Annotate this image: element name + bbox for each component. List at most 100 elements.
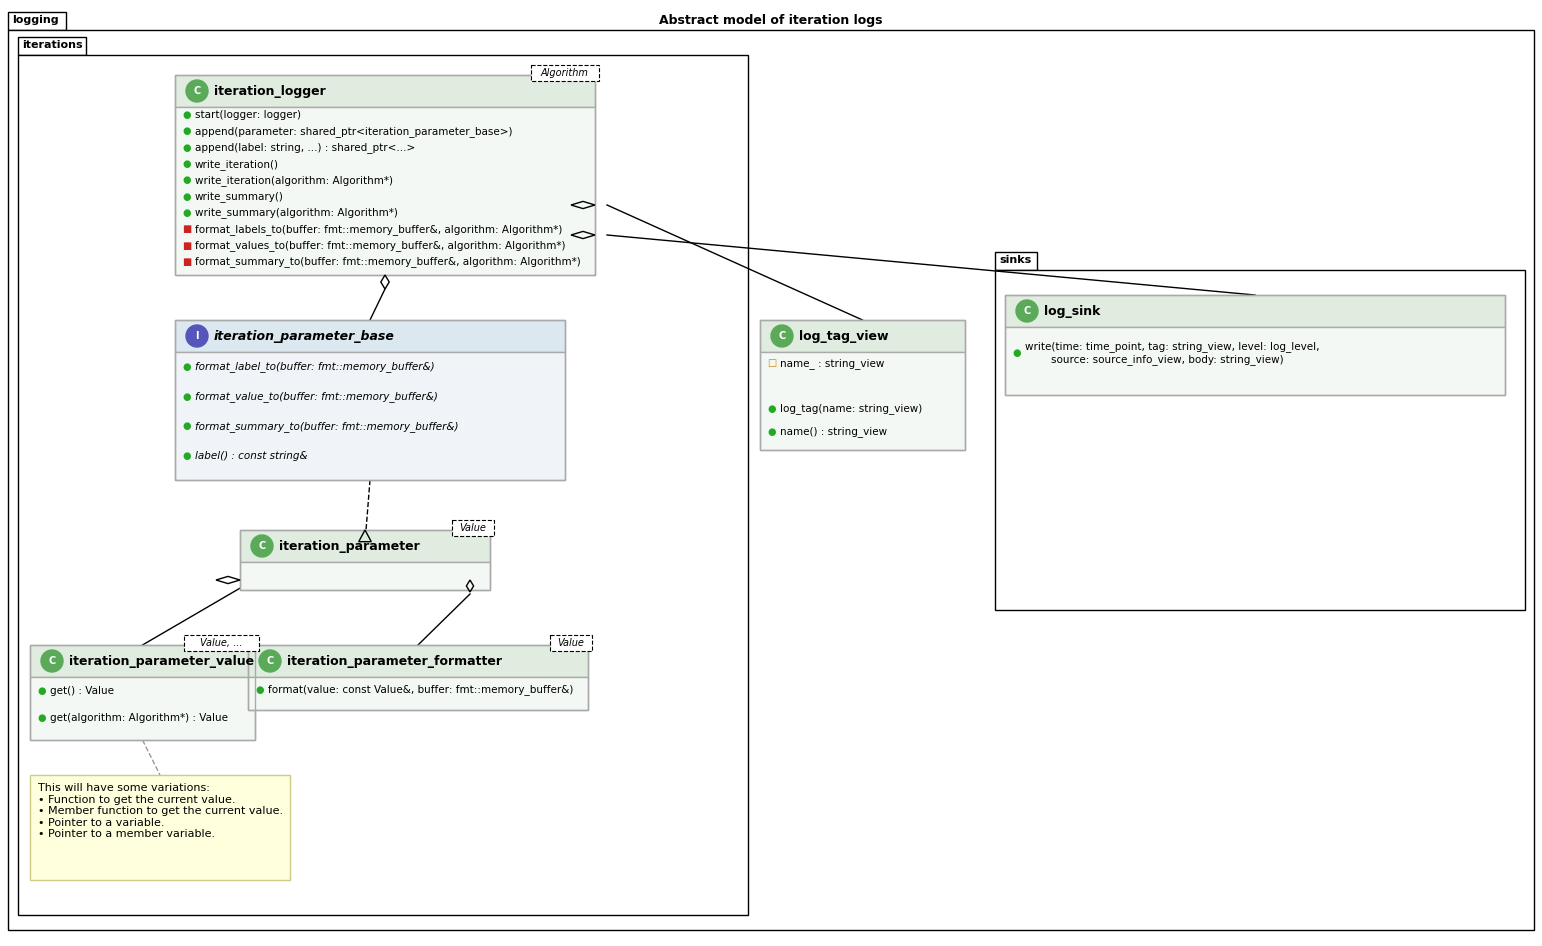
- Bar: [248, 645, 588, 677]
- Text: This will have some variations:
• Function to get the current value.
• Member fu: This will have some variations: • Functi…: [39, 783, 284, 839]
- Bar: [29, 677, 254, 740]
- Text: iteration_parameter_formatter: iteration_parameter_formatter: [287, 655, 503, 668]
- Bar: [174, 320, 564, 352]
- Bar: [174, 352, 564, 480]
- Bar: [760, 320, 965, 352]
- Text: format(value: const Value&, buffer: fmt::memory_buffer&): format(value: const Value&, buffer: fmt:…: [268, 684, 574, 695]
- Text: ●: ●: [182, 110, 191, 120]
- Bar: [452, 520, 493, 536]
- Bar: [995, 252, 1038, 270]
- Text: log_tag(name: string_view): log_tag(name: string_view): [780, 404, 922, 414]
- Circle shape: [42, 650, 63, 672]
- Text: C: C: [779, 331, 785, 341]
- Text: name() : string_view: name() : string_view: [780, 427, 887, 437]
- Text: ●: ●: [182, 175, 191, 185]
- Bar: [1005, 327, 1505, 395]
- Text: ●: ●: [182, 127, 191, 136]
- Text: ●: ●: [182, 192, 191, 201]
- Text: get() : Value: get() : Value: [49, 686, 114, 695]
- Text: C: C: [193, 86, 200, 96]
- Text: format_label_to(buffer: fmt::memory_buffer&): format_label_to(buffer: fmt::memory_buff…: [194, 361, 435, 373]
- Text: iteration_parameter: iteration_parameter: [279, 539, 419, 552]
- Text: ●: ●: [254, 685, 264, 694]
- Circle shape: [251, 535, 273, 557]
- Bar: [995, 270, 1525, 610]
- Bar: [1005, 295, 1505, 327]
- Text: logging: logging: [12, 15, 59, 25]
- Bar: [29, 645, 254, 740]
- Text: write_summary(): write_summary(): [194, 191, 284, 202]
- Text: Value: Value: [460, 523, 486, 533]
- Bar: [241, 530, 490, 590]
- Circle shape: [259, 650, 281, 672]
- Text: ●: ●: [182, 143, 191, 152]
- Text: ●: ●: [37, 713, 46, 723]
- Bar: [19, 55, 748, 915]
- Text: write(time: time_point, tag: string_view, level: log_level,
        source: sour: write(time: time_point, tag: string_view…: [1025, 342, 1320, 365]
- Text: ●: ●: [1012, 348, 1021, 359]
- Text: name_ : string_view: name_ : string_view: [780, 358, 885, 369]
- Circle shape: [187, 325, 208, 347]
- Text: ●: ●: [182, 421, 191, 431]
- Bar: [29, 645, 254, 677]
- Bar: [174, 107, 595, 275]
- Text: iteration_logger: iteration_logger: [214, 84, 325, 97]
- Bar: [174, 320, 564, 480]
- Text: I: I: [196, 331, 199, 341]
- Text: C: C: [267, 656, 273, 666]
- Bar: [8, 12, 66, 30]
- Text: ■: ■: [182, 224, 191, 235]
- Text: iteration_parameter_base: iteration_parameter_base: [214, 329, 395, 342]
- Text: start(logger: logger): start(logger: logger): [194, 110, 301, 120]
- Text: format_value_to(buffer: fmt::memory_buffer&): format_value_to(buffer: fmt::memory_buff…: [194, 392, 438, 402]
- Text: iterations: iterations: [22, 40, 83, 50]
- Text: get(algorithm: Algorithm*) : Value: get(algorithm: Algorithm*) : Value: [49, 713, 228, 723]
- Bar: [19, 37, 86, 55]
- Bar: [183, 635, 259, 651]
- Text: format_summary_to(buffer: fmt::memory_buffer&, algorithm: Algorithm*): format_summary_to(buffer: fmt::memory_bu…: [194, 256, 581, 268]
- Text: log_tag_view: log_tag_view: [799, 329, 888, 342]
- Text: ■: ■: [182, 240, 191, 251]
- Bar: [174, 75, 595, 275]
- Bar: [530, 65, 598, 81]
- Text: □: □: [766, 359, 776, 368]
- Text: ●: ●: [766, 427, 776, 437]
- Circle shape: [771, 325, 793, 347]
- Text: write_iteration(): write_iteration(): [194, 159, 279, 169]
- Bar: [174, 75, 595, 107]
- Text: ●: ●: [182, 362, 191, 372]
- Text: C: C: [259, 541, 265, 551]
- Text: ●: ●: [182, 451, 191, 462]
- Bar: [29, 775, 290, 880]
- Text: ●: ●: [182, 159, 191, 169]
- Text: ●: ●: [37, 686, 46, 695]
- Bar: [241, 562, 490, 590]
- Text: C: C: [1024, 306, 1030, 316]
- Text: write_summary(algorithm: Algorithm*): write_summary(algorithm: Algorithm*): [194, 207, 398, 219]
- Circle shape: [1016, 300, 1038, 322]
- Text: ■: ■: [182, 257, 191, 267]
- Text: sinks: sinks: [999, 255, 1032, 265]
- Text: Algorithm: Algorithm: [541, 68, 589, 78]
- Text: label() : const string&: label() : const string&: [194, 451, 307, 462]
- Bar: [549, 635, 592, 651]
- Text: append(label: string, ...) : shared_ptr<...>: append(label: string, ...) : shared_ptr<…: [194, 142, 415, 153]
- Text: write_iteration(algorithm: Algorithm*): write_iteration(algorithm: Algorithm*): [194, 175, 393, 185]
- Text: C: C: [48, 656, 56, 666]
- Text: log_sink: log_sink: [1044, 305, 1101, 318]
- Text: Abstract model of iteration logs: Abstract model of iteration logs: [660, 14, 882, 27]
- Bar: [760, 320, 965, 450]
- Text: append(parameter: shared_ptr<iteration_parameter_base>): append(parameter: shared_ptr<iteration_p…: [194, 126, 512, 137]
- Bar: [248, 645, 588, 710]
- Text: format_labels_to(buffer: fmt::memory_buffer&, algorithm: Algorithm*): format_labels_to(buffer: fmt::memory_buf…: [194, 224, 563, 235]
- Text: iteration_parameter_value: iteration_parameter_value: [69, 655, 254, 668]
- Text: ●: ●: [182, 208, 191, 218]
- Bar: [1005, 295, 1505, 395]
- Circle shape: [187, 80, 208, 102]
- Bar: [248, 677, 588, 710]
- Text: Value: Value: [557, 638, 584, 648]
- Text: ●: ●: [182, 392, 191, 402]
- Bar: [760, 352, 965, 450]
- Text: Value, ...: Value, ...: [200, 638, 242, 648]
- Text: ●: ●: [766, 404, 776, 414]
